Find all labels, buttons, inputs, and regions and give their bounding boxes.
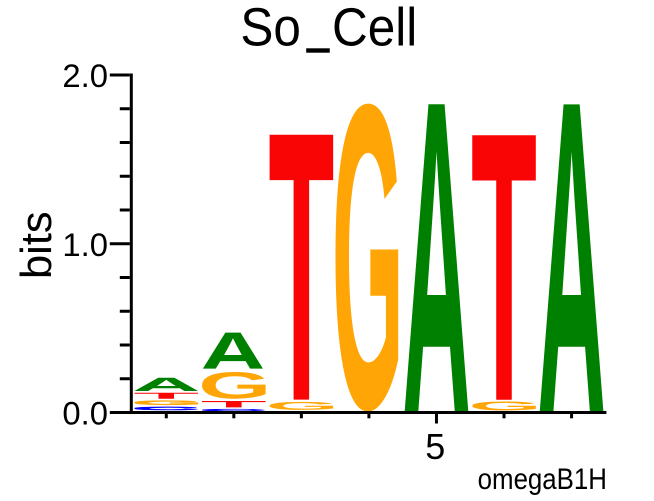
svg-text:5: 5 [425, 426, 445, 467]
svg-text:So: So [240, 0, 301, 57]
svg-text:omegaB1H: omegaB1H [478, 463, 607, 496]
svg-text:0.0: 0.0 [62, 395, 108, 432]
svg-text:2.0: 2.0 [62, 57, 108, 94]
svg-text:Cell: Cell [332, 0, 417, 57]
svg-text:1.0: 1.0 [62, 226, 108, 263]
svg-text:bits: bits [13, 211, 61, 279]
